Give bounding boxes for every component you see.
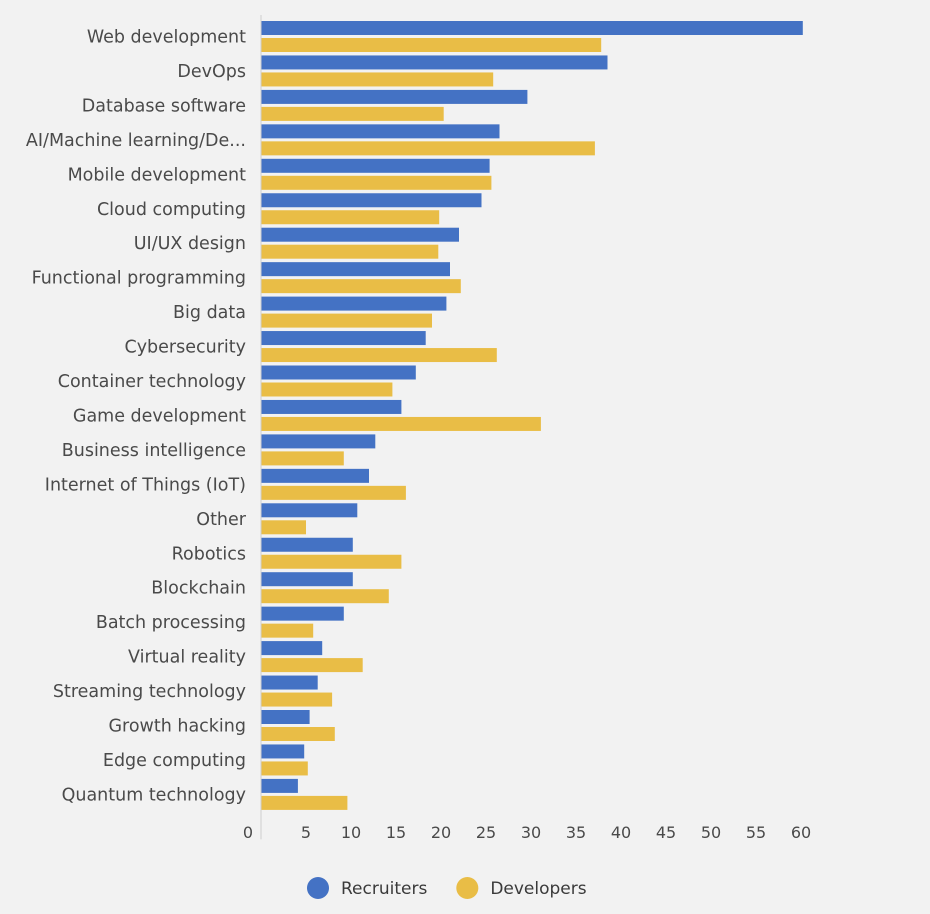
bar-developers-16[interactable] [261,589,389,604]
x-tick-label: 55 [746,823,766,842]
category-label: Web development [87,28,246,48]
bar-developers-14[interactable] [261,520,306,535]
bar-recruiters-1[interactable] [261,55,608,70]
category-label: AI/Machine learning/De... [26,131,246,151]
category-label: Database software [82,96,246,116]
bar-recruiters-6[interactable] [261,227,459,242]
x-tick-label: 0 [243,823,253,842]
x-tick-label: 5 [301,823,311,842]
x-tick-label: 25 [476,823,496,842]
legend-marker [456,877,479,899]
category-label: Streaming technology [53,682,246,702]
bar-developers-21[interactable] [261,761,308,776]
category-label: DevOps [177,62,246,82]
bar-recruiters-15[interactable] [261,537,353,552]
bar-developers-1[interactable] [261,72,494,87]
category-label: Other [196,510,246,530]
x-tick-label: 40 [611,823,631,842]
x-tick-label: 35 [566,823,586,842]
x-tick-label: 50 [701,823,721,842]
bar-developers-17[interactable] [261,623,314,638]
legend-label: Recruiters [341,879,427,899]
category-label: Growth hacking [108,717,246,737]
bar-recruiters-4[interactable] [261,158,490,173]
bar-developers-12[interactable] [261,451,344,466]
bar-recruiters-8[interactable] [261,296,447,311]
x-tick-label: 15 [386,823,406,842]
category-label: Container technology [58,372,246,392]
bar-developers-22[interactable] [261,795,348,810]
category-label: Cloud computing [97,200,246,220]
bar-developers-2[interactable] [261,106,444,121]
bar-developers-20[interactable] [261,727,335,741]
x-tick-label: 45 [656,823,676,842]
category-label: Internet of Things (IoT) [45,475,246,495]
bar-developers-11[interactable] [261,416,541,431]
bar-developers-0[interactable] [261,38,602,52]
bar-recruiters-9[interactable] [261,331,426,346]
x-tick-label: 20 [431,823,451,842]
bar-recruiters-14[interactable] [261,503,358,518]
category-label: Edge computing [103,751,246,771]
bar-recruiters-16[interactable] [261,572,353,587]
bar-recruiters-21[interactable] [261,744,305,759]
legend-item-developers[interactable]: Developers [456,877,587,899]
bar-recruiters-17[interactable] [261,606,344,621]
bar-developers-6[interactable] [261,244,439,259]
bar-recruiters-5[interactable] [261,193,482,208]
category-label: Big data [173,303,246,323]
x-tick-label: 10 [341,823,361,842]
bar-recruiters-0[interactable] [261,21,803,35]
bar-developers-19[interactable] [261,692,333,707]
bars-layer [261,21,803,810]
bar-developers-9[interactable] [261,348,497,363]
bar-developers-10[interactable] [261,382,393,397]
bar-developers-5[interactable] [261,210,440,225]
bar-developers-18[interactable] [261,658,363,673]
bar-recruiters-10[interactable] [261,365,416,380]
bar-recruiters-19[interactable] [261,675,318,690]
category-label: Business intelligence [62,441,246,461]
category-label: Game development [73,406,246,426]
bar-developers-15[interactable] [261,554,402,569]
category-labels: Web development DevOps Database software AI… [26,28,247,806]
bar-recruiters-18[interactable] [261,641,323,656]
category-label: Batch processing [96,613,246,633]
bar-recruiters-12[interactable] [261,434,376,449]
category-label: UI/UX design [134,234,246,254]
bar-recruiters-2[interactable] [261,89,528,104]
bar-developers-7[interactable] [261,279,461,294]
category-label: Blockchain [151,579,246,599]
bar-developers-3[interactable] [261,141,595,156]
category-label: Robotics [172,544,246,564]
bar-recruiters-22[interactable] [261,778,298,793]
bar-developers-8[interactable] [261,313,432,328]
category-label: Functional programming [32,269,246,289]
bar-recruiters-3[interactable] [261,124,500,139]
bar-recruiters-7[interactable] [261,262,450,277]
bar-developers-4[interactable] [261,175,492,190]
legend[interactable]: Recruiters Developers [307,877,587,899]
category-label: Mobile development [68,165,247,185]
x-axis-tick-labels: 0 5 10 15 20 25 30 35 40 45 50 55 60 [243,823,811,842]
bar-recruiters-11[interactable] [261,399,402,414]
legend-marker [307,877,329,899]
legend-label: Developers [490,879,586,899]
category-label: Quantum technology [62,785,246,805]
category-label: Virtual reality [128,648,246,668]
legend-item-recruiters[interactable]: Recruiters [307,877,427,899]
bar-recruiters-13[interactable] [261,468,369,483]
category-label: Cybersecurity [124,338,246,358]
x-tick-label: 60 [791,823,811,842]
bar-developers-13[interactable] [261,485,406,500]
bar-recruiters-20[interactable] [261,710,310,724]
x-tick-label: 30 [521,823,541,842]
